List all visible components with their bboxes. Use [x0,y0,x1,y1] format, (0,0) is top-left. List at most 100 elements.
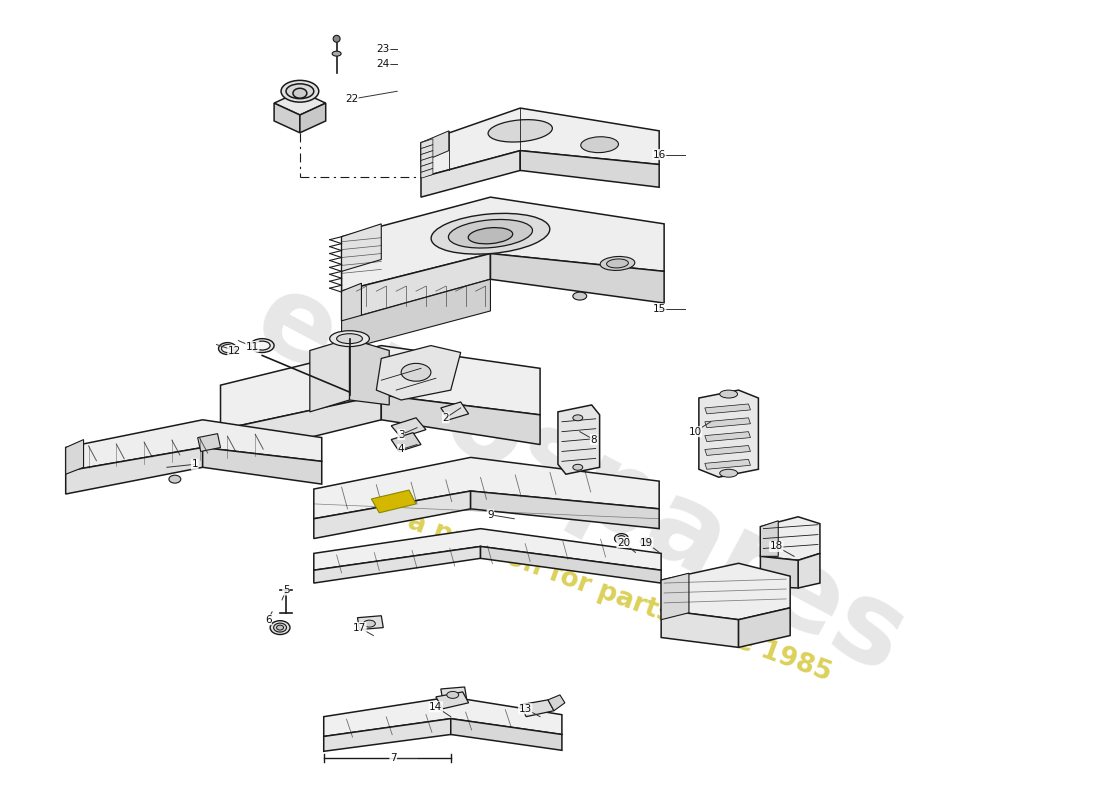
Polygon shape [421,150,520,197]
Polygon shape [421,169,433,178]
Ellipse shape [469,228,513,244]
Ellipse shape [573,415,583,421]
Text: 6: 6 [265,614,272,625]
Polygon shape [520,150,659,187]
Polygon shape [323,697,562,737]
Ellipse shape [333,35,340,42]
Polygon shape [314,546,481,583]
Polygon shape [66,420,321,471]
Polygon shape [799,554,820,588]
Polygon shape [376,346,461,400]
Polygon shape [323,718,451,751]
Ellipse shape [617,535,626,542]
Polygon shape [350,338,389,405]
Polygon shape [202,447,321,484]
Polygon shape [705,432,750,442]
Polygon shape [760,521,779,556]
Ellipse shape [169,475,180,483]
Polygon shape [314,491,471,538]
Polygon shape [491,254,664,303]
Polygon shape [66,439,84,474]
Ellipse shape [449,219,532,248]
Text: 3: 3 [398,430,405,440]
Text: 23: 23 [376,44,389,54]
Polygon shape [392,418,426,438]
Polygon shape [705,404,750,414]
Ellipse shape [251,338,274,353]
Polygon shape [342,254,491,321]
Polygon shape [661,573,689,620]
Polygon shape [274,103,300,133]
Polygon shape [392,433,421,451]
Polygon shape [738,608,790,647]
Text: 2: 2 [442,413,449,423]
Ellipse shape [274,623,286,632]
Polygon shape [760,556,799,588]
Polygon shape [421,150,433,161]
Polygon shape [342,224,382,271]
Text: 4: 4 [398,445,405,454]
Polygon shape [705,459,750,470]
Polygon shape [372,490,416,513]
Text: 1: 1 [191,459,198,470]
Text: eurospares: eurospares [235,261,924,698]
Polygon shape [436,692,469,709]
Polygon shape [220,395,382,459]
Text: 11: 11 [245,342,258,351]
Polygon shape [421,108,659,178]
Polygon shape [441,687,466,701]
Ellipse shape [293,88,307,98]
Polygon shape [342,197,664,291]
Ellipse shape [276,625,284,630]
Polygon shape [661,610,738,647]
Polygon shape [314,529,661,570]
Ellipse shape [447,691,459,698]
Ellipse shape [402,363,431,381]
Polygon shape [220,346,540,430]
Text: 13: 13 [518,704,531,714]
Polygon shape [421,162,433,172]
Polygon shape [421,157,433,166]
Ellipse shape [337,334,362,343]
Ellipse shape [719,390,738,398]
Polygon shape [705,446,750,455]
Polygon shape [441,402,469,420]
Ellipse shape [601,257,635,270]
Polygon shape [198,434,220,451]
Ellipse shape [221,345,233,353]
Text: 8: 8 [591,434,597,445]
Text: 12: 12 [228,346,241,355]
Polygon shape [300,103,326,133]
Text: 5: 5 [283,585,289,595]
Text: 19: 19 [639,538,653,547]
Ellipse shape [606,259,628,268]
Polygon shape [274,91,326,115]
Ellipse shape [363,620,375,627]
Polygon shape [358,616,383,630]
Text: a passion for parts since 1985: a passion for parts since 1985 [404,509,835,687]
Polygon shape [698,390,758,477]
Polygon shape [520,700,554,717]
Text: 24: 24 [376,58,389,69]
Polygon shape [66,447,202,494]
Text: 14: 14 [429,702,442,712]
Text: 16: 16 [652,150,666,159]
Text: 17: 17 [353,622,366,633]
Ellipse shape [219,342,236,354]
Polygon shape [481,546,661,583]
Ellipse shape [332,51,341,56]
Polygon shape [471,491,659,529]
Polygon shape [548,695,565,710]
Polygon shape [705,418,750,428]
Ellipse shape [330,330,370,346]
Polygon shape [342,279,491,350]
Text: 18: 18 [770,542,783,551]
Ellipse shape [254,341,271,350]
Ellipse shape [431,214,550,254]
Ellipse shape [615,534,628,543]
Polygon shape [421,138,433,149]
Text: 22: 22 [345,94,359,104]
Polygon shape [382,395,540,445]
Polygon shape [661,563,790,620]
Text: 15: 15 [652,304,666,314]
